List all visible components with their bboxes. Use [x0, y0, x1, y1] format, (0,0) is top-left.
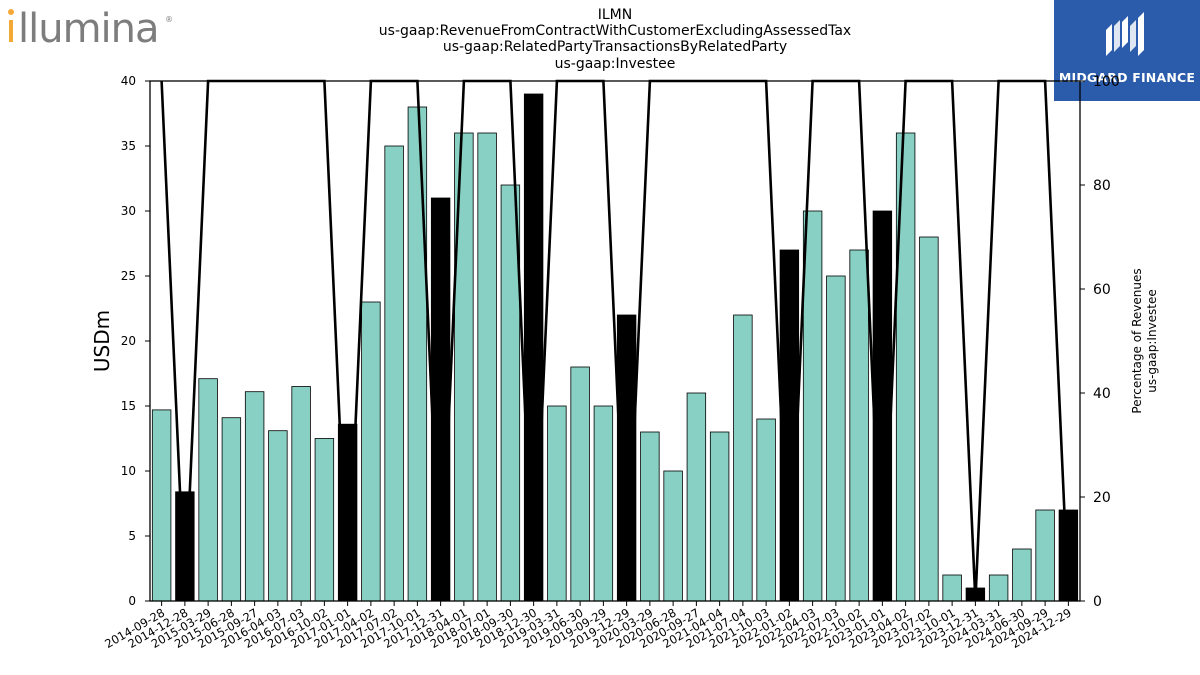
bar	[709, 431, 730, 602]
bar-highlight	[430, 197, 451, 602]
y-tick-label: 35	[121, 139, 136, 153]
y2-tick-label: 20	[1093, 490, 1111, 506]
bar	[291, 386, 311, 602]
bar	[314, 438, 335, 602]
chart-title-line: us-gaap:RelatedPartyTransactionsByRelate…	[442, 39, 788, 56]
bar	[686, 392, 707, 602]
y-tick-label: 0	[128, 594, 136, 608]
bar-highlight	[872, 210, 893, 602]
bar-highlight	[779, 249, 800, 602]
y2-tick-label: 0	[1093, 594, 1102, 610]
bar	[361, 301, 381, 602]
y2-tick-label: 60	[1093, 282, 1111, 298]
y-tick-label: 25	[121, 269, 136, 283]
y-tick-label: 30	[121, 204, 136, 218]
bar	[988, 574, 1009, 602]
bar	[151, 409, 172, 602]
y-tick-label: 10	[121, 464, 136, 478]
bar	[663, 470, 683, 602]
chart-title-block: ILMN us-gaap:RevenueFromContractWithCust…	[300, 7, 930, 72]
midgard-finance-wordmark: MIDGARD FINANCE	[1058, 70, 1196, 85]
bar	[826, 275, 846, 602]
bar	[477, 132, 497, 602]
bar	[802, 210, 823, 602]
logo-i-dot	[8, 9, 14, 15]
logo-wordmark: llumina	[18, 6, 159, 48]
y2-axis-label-line: us-gaap:Investee	[1145, 289, 1159, 393]
midgard-finance-logo: MIDGARD FINANCE	[1054, 0, 1200, 101]
y2-tick-label: 40	[1093, 386, 1111, 402]
bar	[756, 418, 776, 602]
bar	[849, 249, 869, 602]
y2-tick-label: 100	[1093, 74, 1120, 90]
y-tick-label: 15	[121, 399, 136, 413]
bar	[919, 236, 939, 602]
y-tick-label: 40	[121, 74, 136, 88]
bar	[268, 430, 288, 602]
bar	[221, 417, 242, 602]
y-axis-label: USDm	[90, 310, 114, 372]
y2-tick-label: 80	[1093, 178, 1111, 194]
y-tick-label: 5	[128, 529, 136, 543]
bar	[1035, 509, 1055, 602]
bar	[407, 106, 428, 602]
bar	[244, 391, 265, 602]
chart-title-line: ILMN	[597, 7, 633, 23]
bar	[570, 366, 590, 602]
bar	[198, 378, 218, 602]
bar	[640, 431, 660, 602]
bar	[942, 574, 962, 602]
chart-title-line: us-gaap:RevenueFromContractWithCustomerE…	[378, 23, 852, 40]
midgard-emblem-icon	[1106, 12, 1144, 56]
y2-axis-label-line: Percentage of Revenues	[1130, 268, 1144, 413]
logo-registered-mark: ®	[165, 15, 173, 24]
y-tick-label: 20	[121, 334, 136, 348]
bar	[547, 405, 567, 602]
illumina-logo: llumina ®	[4, 2, 174, 52]
chart-title-line: us-gaap:Investee	[554, 55, 676, 72]
bar	[593, 405, 614, 602]
bar	[1012, 548, 1032, 602]
bar	[384, 145, 404, 602]
bar	[733, 314, 753, 602]
bar-highlight	[523, 93, 544, 602]
logo-i-stem	[9, 20, 13, 42]
